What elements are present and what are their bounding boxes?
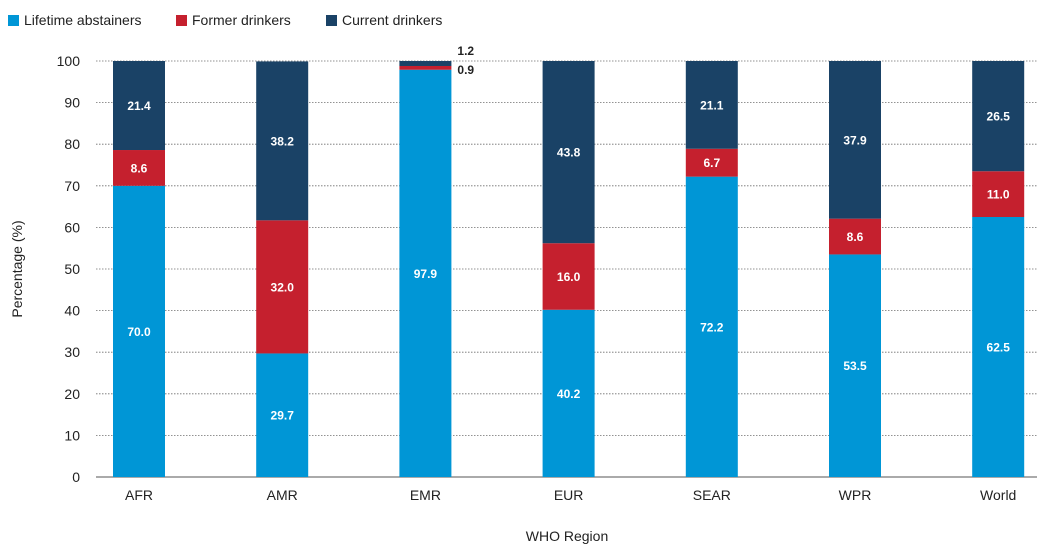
data-label: 40.2 — [557, 387, 581, 401]
bar-segment — [113, 61, 165, 151]
bar-segment — [829, 254, 881, 477]
data-label: 72.2 — [700, 320, 724, 334]
x-axis-title: WHO Region — [526, 528, 608, 544]
data-label: 70.0 — [127, 325, 151, 339]
data-label: 6.7 — [703, 156, 720, 170]
bar-segment — [399, 61, 452, 66]
y-tick-label: 40 — [64, 303, 80, 319]
bar-segment — [972, 171, 1025, 217]
bar-segment — [685, 61, 738, 149]
bar-segment — [542, 243, 595, 310]
bar-segment — [972, 217, 1025, 477]
data-label: 11.0 — [987, 188, 1010, 202]
bar-segment — [685, 148, 738, 177]
data-label: 21.4 — [127, 99, 151, 113]
legend-label: Former drinkers — [192, 12, 291, 28]
data-label: 38.2 — [271, 134, 295, 148]
data-label: 62.5 — [987, 341, 1011, 355]
bar-segment — [399, 65, 452, 70]
y-axis-ticks: 0 10 20 30 40 50 60 70 80 90 100 — [57, 53, 81, 485]
bar-segment — [972, 61, 1025, 172]
y-tick-label: 100 — [57, 53, 81, 69]
y-tick-label: 80 — [64, 136, 80, 152]
data-label: 8.6 — [847, 230, 864, 244]
data-label: 1.2 — [457, 44, 474, 58]
y-axis-title: Percentage (%) — [9, 220, 25, 317]
x-tick-label: AMR — [267, 487, 298, 503]
y-tick-label: 90 — [64, 95, 80, 111]
data-label: 29.7 — [271, 409, 295, 423]
data-label: 43.8 — [557, 146, 581, 160]
legend: Lifetime abstainers Former drinkers Curren… — [8, 12, 442, 28]
data-label: 26.5 — [987, 110, 1011, 124]
bar-segment — [399, 69, 452, 478]
bar-segment — [256, 353, 309, 477]
data-label: 0.9 — [457, 63, 474, 77]
legend-swatch — [326, 15, 337, 26]
legend-label: Current drinkers — [342, 12, 442, 28]
x-tick-label: SEAR — [693, 487, 731, 503]
bar-segment — [113, 185, 165, 478]
x-tick-label: World — [980, 487, 1016, 503]
y-tick-label: 0 — [72, 469, 80, 485]
data-label: 97.9 — [414, 267, 438, 281]
bar-segment — [829, 218, 881, 255]
legend-swatch — [176, 15, 187, 26]
bars — [113, 61, 1025, 478]
bar-segment — [685, 176, 738, 477]
bar-segment — [542, 309, 595, 477]
bar-segment — [256, 220, 309, 354]
x-tick-label: EUR — [554, 487, 584, 503]
y-tick-label: 60 — [64, 219, 80, 235]
legend-swatch — [8, 15, 19, 26]
bar-segment — [829, 61, 881, 219]
y-tick-label: 10 — [64, 427, 80, 443]
data-label: 21.1 — [700, 98, 724, 112]
y-tick-label: 20 — [64, 386, 80, 402]
y-tick-label: 70 — [64, 178, 80, 194]
bar-segment — [542, 61, 595, 244]
x-tick-label: WPR — [839, 487, 872, 503]
y-tick-label: 50 — [64, 261, 80, 277]
x-axis-ticks: AFR AMR EMR EUR SEAR WPR World — [125, 487, 1016, 503]
data-label: 53.5 — [843, 359, 867, 373]
x-tick-label: AFR — [125, 487, 153, 503]
data-label: 8.6 — [131, 161, 148, 175]
bar-segment — [113, 150, 165, 186]
data-labels: 70.0 8.6 21.4 29.7 32.0 38.2 97.9 0.9 1.2 40.2 16.… — [127, 44, 1010, 423]
legend-label: Lifetime abstainers — [24, 12, 142, 28]
data-label: 32.0 — [271, 280, 295, 294]
data-label: 16.0 — [557, 270, 581, 284]
data-label: 37.9 — [843, 133, 867, 147]
x-tick-label: EMR — [410, 487, 441, 503]
bar-segment — [256, 61, 309, 221]
y-tick-label: 30 — [64, 344, 80, 360]
